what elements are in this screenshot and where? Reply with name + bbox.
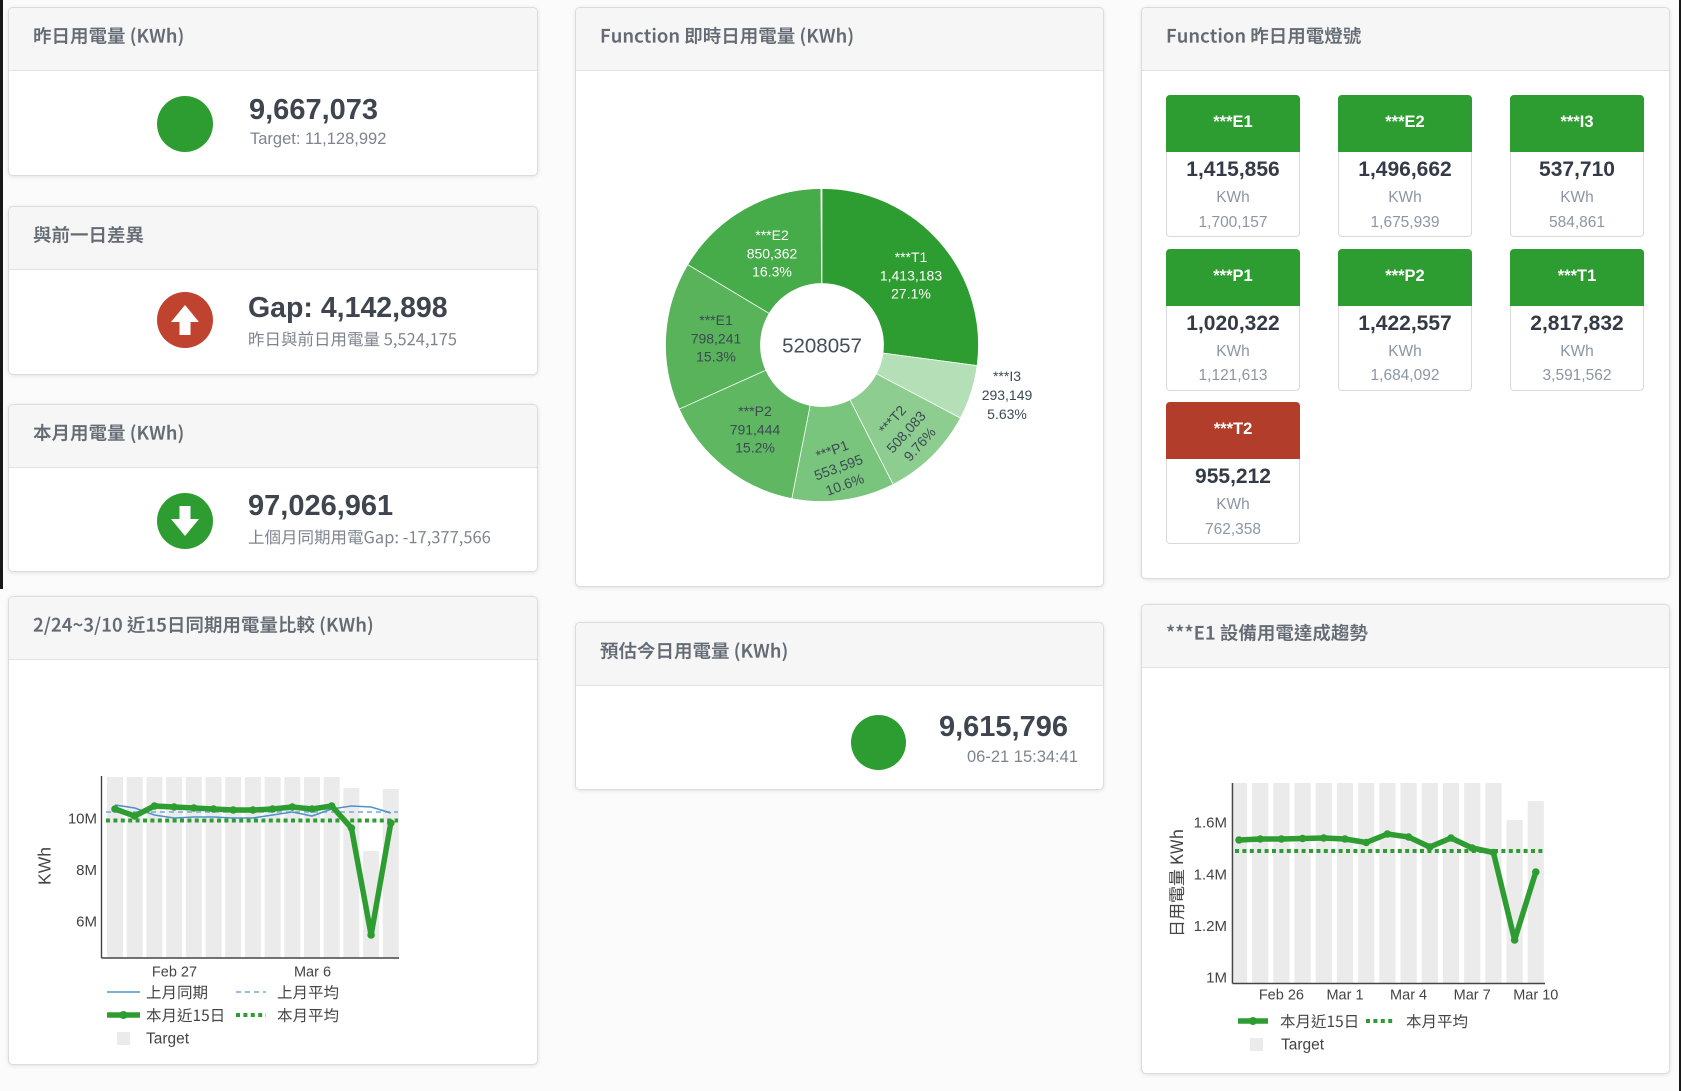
svg-text:1.6M: 1.6M (1194, 815, 1227, 832)
svg-text:15.2%: 15.2% (735, 440, 775, 456)
svg-text:Mar 4: Mar 4 (1390, 987, 1427, 1003)
svg-text:850,362: 850,362 (747, 245, 798, 261)
svg-text:***T1: ***T1 (895, 249, 928, 265)
svg-text:Mar 10: Mar 10 (1513, 987, 1558, 1003)
svg-text:1.2M: 1.2M (1194, 918, 1227, 935)
svg-text:Mar 1: Mar 1 (1326, 987, 1363, 1003)
svg-text:Mar 6: Mar 6 (294, 965, 331, 981)
svg-text:KWh: KWh (35, 847, 55, 885)
svg-text:10M: 10M (68, 811, 97, 828)
svg-text:Mar 7: Mar 7 (1454, 987, 1491, 1003)
svg-text:Feb 26: Feb 26 (1259, 987, 1304, 1003)
svg-text:6M: 6M (76, 914, 97, 931)
svg-text:293,149: 293,149 (982, 387, 1033, 403)
svg-text:8M: 8M (76, 862, 97, 879)
svg-text:Target: Target (1281, 1037, 1325, 1054)
svg-text:791,444: 791,444 (730, 421, 781, 437)
svg-text:Feb 27: Feb 27 (152, 965, 197, 981)
svg-text:1,413,183: 1,413,183 (880, 267, 942, 283)
svg-text:Target: Target (146, 1031, 190, 1048)
svg-text:1M: 1M (1206, 970, 1227, 987)
svg-text:***P2: ***P2 (738, 403, 772, 419)
svg-text:798,241: 798,241 (691, 330, 742, 346)
svg-text:5208057: 5208057 (782, 335, 862, 358)
svg-text:15.3%: 15.3% (696, 349, 736, 365)
svg-text:***I3: ***I3 (993, 368, 1021, 384)
svg-text:***E1: ***E1 (699, 312, 733, 328)
svg-text:5.63%: 5.63% (987, 406, 1027, 422)
svg-text:27.1%: 27.1% (891, 286, 931, 302)
svg-text:1.4M: 1.4M (1194, 866, 1227, 883)
svg-text:***E2: ***E2 (755, 227, 789, 243)
svg-text:16.3%: 16.3% (752, 264, 792, 280)
